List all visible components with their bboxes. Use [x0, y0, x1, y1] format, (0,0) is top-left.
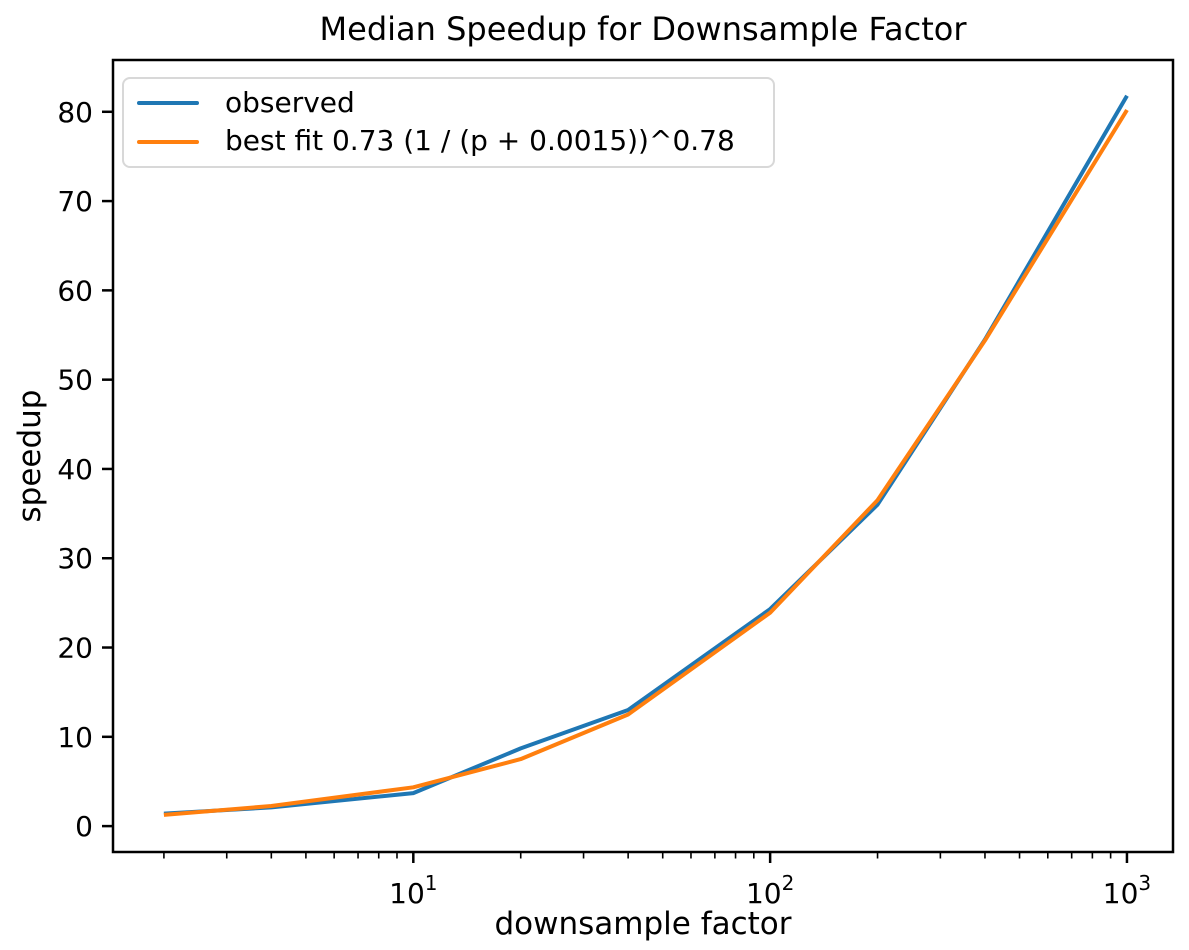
x-axis-minor-ticks: [163, 852, 1112, 859]
observed-line-swatch: [137, 101, 199, 106]
x-axis-label: downsample factor: [494, 906, 792, 942]
legend-label-best-fit: best fit 0.73 (1 / (p + 0.0015))^0.78: [225, 124, 735, 158]
y-tick-label: 30: [57, 542, 93, 575]
y-axis-ticks: 0 10 20 30 40 50 60 70 80: [57, 96, 113, 843]
y-tick-label: 60: [57, 274, 93, 307]
chart-title: Median Speedup for Downsample Factor: [319, 10, 967, 48]
axes-spines: [111, 58, 1175, 854]
best-fit-line: [163, 108, 1129, 817]
legend-item-best-fit: best fit 0.73 (1 / (p + 0.0015))^0.78: [124, 123, 773, 161]
y-tick-label: 40: [57, 453, 93, 486]
legend-item-observed: observed: [124, 84, 773, 122]
y-tick-label: 70: [57, 185, 93, 218]
x-tick-label: 101: [389, 871, 437, 910]
y-axis-label: speedup: [12, 389, 48, 523]
y-tick-label: 10: [57, 721, 93, 754]
x-tick-label: 102: [746, 871, 794, 910]
legend-label-observed: observed: [225, 85, 355, 119]
y-tick-label: 80: [57, 96, 93, 129]
y-tick-label: 50: [57, 364, 93, 397]
x-axis-major-ticks: 101 102 103: [389, 852, 1151, 910]
best-fit-line-swatch: [137, 139, 199, 144]
y-tick-label: 0: [75, 810, 93, 843]
observed-line: [163, 94, 1129, 816]
y-tick-label: 20: [57, 632, 93, 665]
legend: observed best fit 0.73 (1 / (p + 0.0015)…: [122, 77, 775, 168]
x-tick-label: 103: [1103, 871, 1151, 910]
